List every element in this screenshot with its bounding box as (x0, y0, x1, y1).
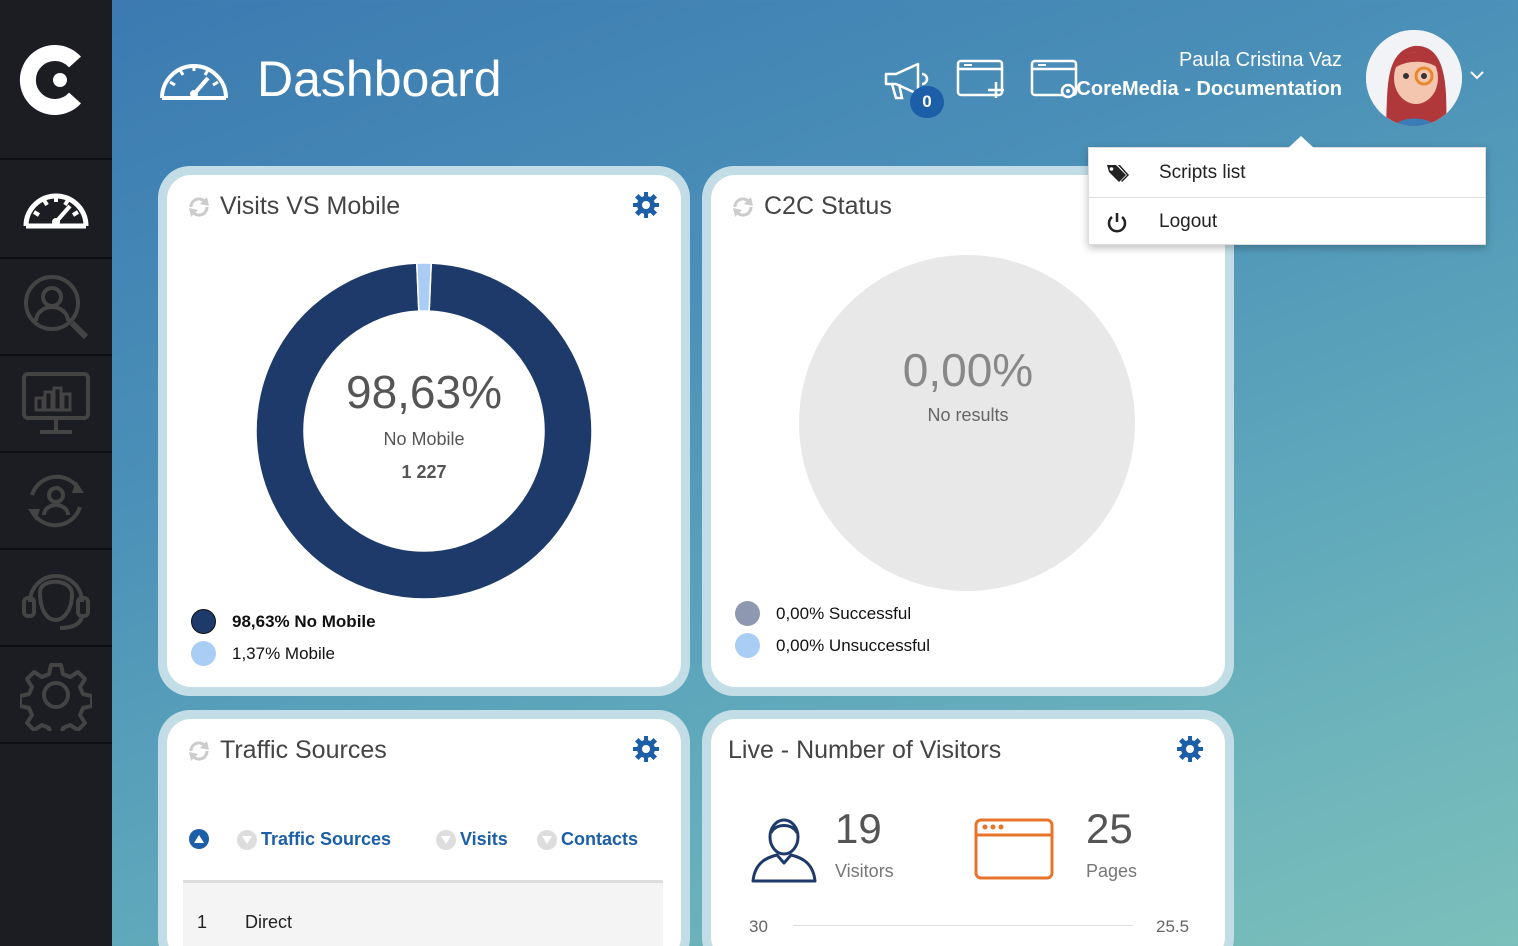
table-divider (183, 880, 663, 883)
donut-slice-mobile[interactable] (415, 262, 433, 312)
legend-label: 0,00% Successful (776, 603, 912, 623)
visitors-count: 19 (835, 805, 882, 852)
speedometer-icon (23, 193, 89, 228)
donut-slice-no-mobile[interactable] (255, 262, 593, 600)
gear-icon (20, 662, 92, 731)
pages-label: Pages (1086, 861, 1138, 881)
notification-badge[interactable]: 0 (910, 86, 944, 118)
gear-icon[interactable] (633, 736, 659, 762)
legend-label: 0,00% Unsuccessful (776, 635, 931, 655)
coremedia-logo-icon (19, 45, 81, 115)
traffic-sources-card: Traffic Sources Traffic Sources (158, 710, 690, 946)
visitors-label: Visitors (835, 861, 894, 881)
donut-center-value: 98,63% (345, 366, 502, 418)
legend-swatch (735, 633, 760, 658)
legend-label: 1,37% Mobile (232, 643, 336, 663)
donut-center-count: 1 227 (401, 462, 447, 482)
legend-item: 1,37% Mobile (191, 641, 335, 666)
sidebar (0, 0, 112, 946)
refresh-icon[interactable] (187, 195, 211, 219)
c2c-status-card: C2C Status 0,00% No results 0,00% Succes… (702, 166, 1234, 696)
column-header-traffic-sources[interactable]: Traffic Sources (237, 829, 391, 850)
chevron-down-icon[interactable] (1468, 68, 1486, 82)
refresh-icon[interactable] (731, 195, 755, 219)
legend-item: 0,00% Unsuccessful (735, 633, 930, 658)
column-header-visits[interactable]: Visits (436, 829, 508, 850)
legend-swatch (191, 641, 216, 666)
sidebar-item-sync[interactable] (0, 453, 112, 550)
sidebar-item-settings[interactable] (0, 647, 112, 744)
menu-item-label: Scripts list (1159, 161, 1246, 183)
user-organization[interactable]: CoreMedia - Documentation (1076, 78, 1342, 100)
card-title: Live - Number of Visitors (728, 736, 1002, 764)
legend-label: 98,63% No Mobile (232, 611, 376, 631)
sort-down-icon (537, 829, 557, 850)
table-row[interactable]: 1 Direct (183, 883, 663, 946)
gear-icon[interactable] (633, 192, 659, 218)
axis-label-left: 30 (749, 917, 768, 936)
page-title: Dashboard (257, 51, 502, 107)
visitor-icon (751, 818, 817, 883)
sidebar-item-support[interactable] (0, 550, 112, 647)
user-name[interactable]: Paula Cristina Vaz (1178, 49, 1342, 71)
avatar[interactable] (1366, 30, 1462, 126)
visits-mobile-card: Visits VS Mobile 98,63% No Mobile 1 227 … (158, 166, 690, 696)
power-icon (1107, 213, 1127, 233)
speedometer-icon (160, 64, 228, 100)
sort-up-icon (189, 829, 209, 849)
card-title: Traffic Sources (220, 736, 387, 764)
column-label: Traffic Sources (261, 829, 392, 849)
row-rank: 1 (197, 912, 208, 932)
monitor-chart-icon (22, 371, 90, 434)
axis-line (793, 925, 1133, 926)
pages-count: 25 (1086, 805, 1133, 852)
menu-item-scripts-list[interactable]: Scripts list (1089, 148, 1485, 197)
visits-donut-chart (255, 262, 593, 600)
logo[interactable] (0, 0, 112, 160)
user-search-icon (24, 274, 89, 339)
c2c-center-value: 0,00% (902, 344, 1034, 396)
refresh-icon[interactable] (187, 739, 211, 763)
card-title: C2C Status (764, 192, 892, 220)
avatar-illustration-icon (1366, 30, 1462, 126)
axis-label-right: 25.5 (1156, 917, 1190, 936)
legend-swatch (191, 609, 216, 634)
sort-down-icon (237, 829, 257, 850)
pages-icon (974, 818, 1054, 880)
tags-icon (1107, 164, 1129, 182)
user-sync-icon (28, 474, 84, 527)
sort-rank-button[interactable] (189, 829, 213, 849)
headset-icon (22, 573, 90, 630)
sidebar-item-dashboard[interactable] (0, 162, 112, 259)
menu-item-label: Logout (1159, 211, 1218, 232)
c2c-center-label: No results (927, 405, 1009, 425)
gear-icon[interactable] (1177, 736, 1203, 762)
window-settings-icon[interactable] (1030, 58, 1080, 102)
legend-swatch (735, 601, 760, 626)
column-label: Contacts (561, 829, 639, 849)
menu-item-logout[interactable]: Logout (1089, 197, 1485, 246)
sort-down-icon (436, 829, 456, 850)
sidebar-item-reports[interactable] (0, 356, 112, 453)
table-header: Traffic Sources Visits Contacts (189, 829, 669, 869)
donut-center-label: No Mobile (383, 429, 465, 449)
c2c-empty-pie (799, 255, 1135, 591)
column-label: Visits (460, 829, 508, 849)
legend-item: 0,00% Successful (735, 601, 911, 626)
sidebar-item-contacts[interactable] (0, 259, 112, 356)
row-source: Direct (245, 912, 293, 932)
add-window-icon[interactable] (956, 58, 1008, 100)
live-visitors-card: Live - Number of Visitors 19 Visitors 25… (702, 710, 1234, 946)
user-dropdown-menu: Scripts list Logout (1088, 136, 1486, 246)
column-header-contacts[interactable]: Contacts (537, 829, 638, 850)
legend-item: 98,63% No Mobile (191, 609, 376, 634)
card-title: Visits VS Mobile (220, 192, 401, 220)
